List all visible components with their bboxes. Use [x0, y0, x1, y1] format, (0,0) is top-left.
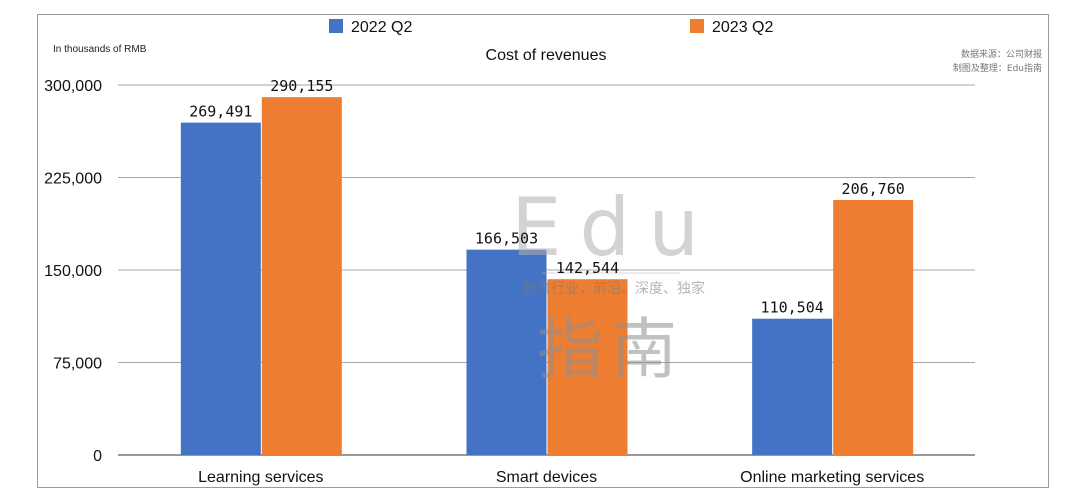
legend-swatch	[329, 19, 343, 33]
bar-2022-q2	[752, 318, 833, 455]
y-tick-label: 0	[93, 448, 102, 465]
bar-value-label: 290,155	[270, 77, 333, 95]
bar-value-label: 206,760	[842, 180, 905, 198]
watermark-edu: Edu	[511, 181, 717, 274]
x-category-label: Learning services	[198, 469, 323, 486]
y-tick-label: 225,000	[44, 171, 102, 188]
legend-label: 2022 Q2	[351, 19, 412, 36]
unit-note: In thousands of RMB	[53, 44, 147, 55]
chart-title: Cost of revenues	[486, 47, 607, 64]
watermark-zhinan: 指南	[537, 311, 685, 388]
bar-value-label: 166,503	[475, 230, 538, 248]
bar-value-label: 142,544	[556, 259, 619, 277]
bar-2022-q2	[180, 122, 261, 455]
bar-2023-q2	[547, 279, 628, 455]
bar-value-label: 110,504	[761, 299, 824, 317]
legend-label: 2023 Q2	[712, 19, 773, 36]
watermark-tagline: 教育行业，前沿、深度、独家	[523, 280, 705, 297]
y-tick-label: 75,000	[53, 356, 102, 373]
bar-2023-q2	[833, 199, 914, 455]
y-tick-label: 150,000	[44, 263, 102, 280]
x-category-label: Smart devices	[496, 469, 597, 486]
source-line-1: 数据来源：公司财报	[960, 50, 1042, 60]
x-category-label: Online marketing services	[740, 469, 924, 486]
bar-2022-q2	[466, 249, 547, 455]
bar-2023-q2	[261, 97, 342, 456]
bar-value-label: 269,491	[189, 103, 252, 121]
y-tick-label: 300,000	[44, 78, 102, 95]
source-line-2: 制图及整理：Edu指南	[952, 64, 1042, 74]
chart-frame	[37, 14, 1049, 488]
legend-swatch	[690, 19, 704, 33]
